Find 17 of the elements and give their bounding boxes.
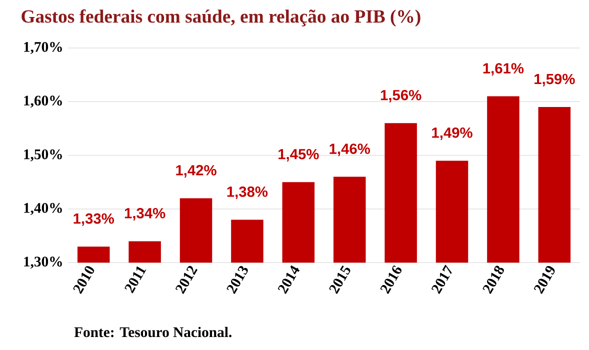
y-tick-label: 1,30%: [24, 256, 62, 269]
y-tick-label: 1,40%: [24, 203, 62, 216]
data-label: 1,38%: [227, 186, 268, 200]
data-label: 1,56%: [380, 90, 422, 102]
data-label: 1,33%: [74, 213, 114, 226]
y-tick-label: 1,70%: [24, 42, 62, 54]
y-tick-label: 1,50%: [24, 149, 62, 162]
data-label: 1,59%: [534, 74, 575, 86]
data-label: 1,61%: [483, 63, 524, 76]
data-label: 1,45%: [278, 148, 319, 162]
data-label: 1,34%: [124, 208, 166, 220]
source-note: Fonte: Tesouro Nacional.: [74, 326, 232, 338]
data-label: 1,46%: [330, 144, 370, 156]
data-label: 1,49%: [432, 127, 472, 140]
y-tick-label: 1,60%: [24, 96, 62, 108]
chart-title: Gastos federais com saúde, em relação ao PIB (%): [22, 9, 420, 27]
data-label: 1,42%: [176, 165, 216, 178]
